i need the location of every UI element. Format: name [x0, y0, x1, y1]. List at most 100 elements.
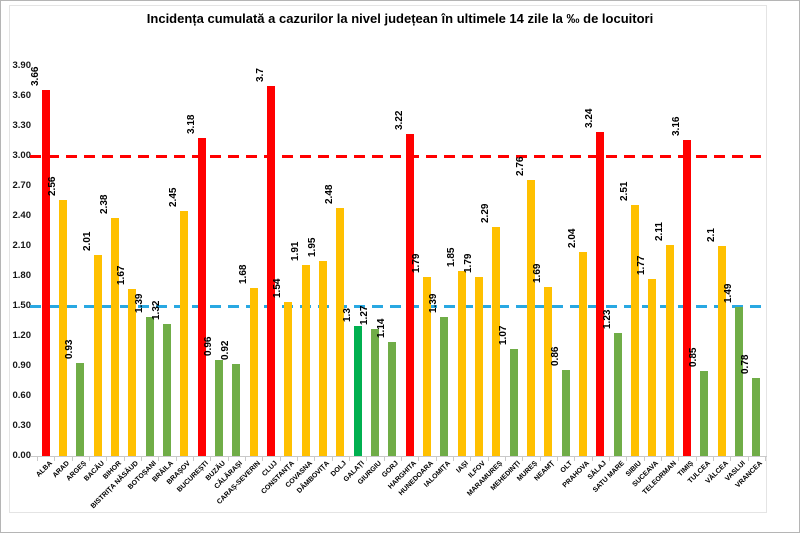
bar-value-label: 2.38 — [99, 194, 110, 214]
bar — [665, 245, 674, 456]
bar — [492, 227, 501, 456]
x-axis-tick-mark — [37, 457, 38, 461]
bar — [197, 138, 206, 456]
bar — [440, 317, 449, 456]
x-axis-tick-mark — [643, 457, 645, 461]
bar-value-label: 1.39 — [133, 293, 145, 313]
bar-value-label: 1.32 — [151, 300, 162, 320]
x-axis-tick-mark — [106, 457, 108, 461]
bar — [59, 200, 67, 456]
x-axis-tick-mark — [505, 457, 506, 461]
bar-value-label: 1.14 — [376, 318, 388, 338]
threshold-line-blue — [30, 304, 766, 308]
bar-value-label: 0.86 — [549, 346, 561, 366]
bar-value-label: 0.85 — [688, 347, 700, 367]
bar — [267, 86, 275, 456]
chart-title: Incidența cumulată a cazurilor la nivel … — [146, 11, 654, 26]
x-axis-tick-mark — [713, 457, 714, 461]
y-axis-tick: 1.20 — [12, 330, 32, 341]
bar-value-label: 1.23 — [601, 309, 613, 329]
x-axis-tick-mark — [54, 457, 56, 461]
bar — [579, 252, 587, 456]
bar-value-label: 1.85 — [445, 247, 457, 267]
x-axis-tick-mark — [314, 457, 316, 461]
bar-value-label: 1.68 — [237, 264, 249, 284]
y-axis-tick: 2.70 — [12, 180, 32, 191]
bar-value-label: 2.56 — [47, 176, 58, 196]
bar — [371, 329, 379, 456]
x-axis-tick-mark — [193, 457, 194, 461]
x-axis-tick-mark — [453, 457, 454, 461]
x-axis-tick-mark — [141, 457, 142, 461]
bar-value-label: 3.7 — [255, 68, 266, 82]
y-axis-tick: 2.10 — [12, 240, 32, 251]
bar-value-label: 1.79 — [463, 253, 474, 273]
bar-value-label: 1.27 — [359, 305, 370, 325]
bar — [527, 180, 535, 456]
bar — [475, 277, 483, 456]
bar — [353, 326, 362, 456]
bar-value-label: 0.93 — [64, 339, 76, 359]
bar — [145, 317, 154, 456]
bar-value-label: 2.04 — [567, 228, 578, 248]
x-axis-tick-mark — [245, 457, 246, 461]
x-axis-tick-mark — [279, 457, 281, 461]
bar — [457, 271, 466, 456]
x-axis-tick-mark — [435, 457, 437, 461]
x-axis-tick-mark — [609, 457, 610, 461]
x-axis-tick-mark — [747, 457, 749, 461]
chart-frame — [9, 5, 767, 513]
y-axis-tick: 0.90 — [12, 360, 32, 371]
x-axis-tick-mark — [418, 457, 420, 461]
bar-value-label: 1.95 — [307, 237, 318, 257]
x-axis-tick-mark — [401, 457, 402, 461]
bar — [76, 363, 85, 456]
x-axis-tick-mark — [591, 457, 593, 461]
y-axis-tick: 0.30 — [12, 420, 32, 431]
x-axis-tick-mark — [557, 457, 558, 461]
bar — [301, 265, 310, 456]
x-axis-tick-mark — [730, 457, 732, 461]
y-axis-tick: 3.30 — [12, 120, 32, 131]
bar-value-label: 2.48 — [324, 184, 336, 204]
bar-value-label: 3.16 — [671, 116, 682, 136]
bar — [648, 279, 657, 456]
bar-value-label: 2.11 — [653, 222, 665, 241]
bar — [388, 342, 397, 456]
bar — [561, 370, 570, 456]
x-axis-tick-mark — [661, 457, 662, 461]
bar-value-label: 1.69 — [532, 263, 544, 283]
x-axis-tick-mark — [695, 457, 697, 461]
x-axis-tick-mark — [71, 457, 73, 461]
x-axis-tick-mark — [522, 457, 524, 461]
bar — [319, 261, 327, 456]
bar-value-label: 1.3 — [341, 308, 353, 322]
bar-value-label: 0.92 — [220, 340, 232, 360]
x-axis-tick-mark — [366, 457, 368, 461]
bar-value-label: 2.45 — [168, 187, 180, 207]
y-axis-tick: 2.40 — [12, 210, 32, 221]
bar-value-label: 1.39 — [428, 293, 440, 313]
bar-value-label: 1.67 — [116, 265, 128, 285]
y-axis-tick: 1.80 — [12, 270, 32, 281]
y-axis-tick: 3.90 — [12, 60, 32, 71]
x-axis-tick-mark — [470, 457, 472, 461]
y-axis-tick: 0.00 — [12, 450, 32, 461]
bar — [405, 134, 414, 456]
threshold-line-red — [30, 154, 766, 158]
bar-value-label: 3.22 — [393, 110, 405, 130]
bar-value-label: 1.49 — [723, 283, 734, 303]
x-axis-tick-mark — [349, 457, 350, 461]
bar — [683, 140, 691, 456]
x-axis-tick-mark — [175, 457, 177, 461]
bar — [111, 218, 119, 456]
x-axis-tick-mark — [89, 457, 90, 461]
bar-value-label: 2.76 — [515, 156, 526, 176]
x-axis-tick-mark — [487, 457, 489, 461]
bar — [423, 277, 431, 456]
x-axis-tick-mark — [262, 457, 264, 461]
x-axis-tick-mark — [227, 457, 229, 461]
x-axis-tick-mark — [574, 457, 576, 461]
bar-value-label: 1.54 — [272, 278, 284, 298]
bar-value-label: 2.01 — [81, 231, 93, 251]
